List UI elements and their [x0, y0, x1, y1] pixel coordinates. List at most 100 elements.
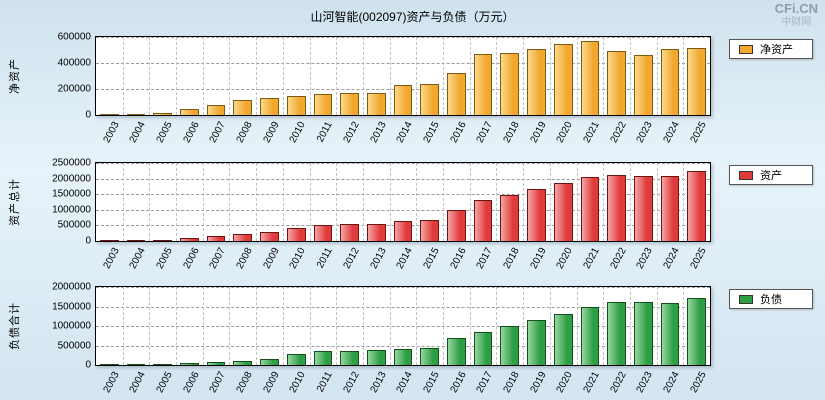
x-tick-label: 2017 — [474, 370, 495, 395]
x-tick-label: 2013 — [368, 370, 389, 395]
x-tick-label: 2005 — [154, 246, 175, 271]
x-tick-label: 2015 — [421, 246, 442, 271]
bar-2008 — [233, 361, 253, 365]
y-axis-ticks: 0 500000 1000000 1500000 2000000 2500000 — [0, 158, 91, 247]
bar-2025 — [687, 298, 706, 365]
x-tick-label: 2019 — [528, 370, 549, 395]
bar-2021 — [580, 176, 600, 241]
bar-2008 — [233, 234, 253, 241]
x-tick-label: 2005 — [154, 370, 175, 395]
bar-2011 — [313, 224, 333, 241]
x-tick-label: 2021 — [581, 246, 602, 271]
v-gridline — [202, 163, 204, 241]
x-tick-label: 2022 — [608, 246, 629, 271]
x-tick-label: 2016 — [448, 120, 469, 145]
x-tick-label: 2024 — [661, 120, 682, 145]
v-gridline — [176, 287, 178, 365]
x-tick-label: 2023 — [635, 370, 656, 395]
x-tick-label: 2004 — [127, 120, 148, 145]
x-tick-label: 2011 — [315, 370, 335, 395]
v-gridline — [362, 163, 364, 241]
x-tick-label: 2010 — [287, 246, 309, 271]
y-tick-label: 1500000 — [52, 188, 91, 200]
x-tick-label: 2017 — [474, 246, 495, 271]
bar-2024 — [660, 49, 680, 115]
bar-2019 — [527, 320, 546, 365]
legend-liabilities: 负债 — [729, 289, 813, 309]
x-tick-label: 2020 — [554, 370, 576, 395]
x-axis-ticks: 2003 2004 2005 2006 2007 2008 2009 2010 2011 2012… — [95, 117, 711, 148]
x-tick-label: 2008 — [234, 120, 255, 145]
h-gridline — [96, 287, 710, 288]
bar-2008 — [233, 100, 253, 115]
x-tick-label: 2004 — [127, 370, 148, 395]
v-gridline — [256, 287, 258, 365]
v-gridline — [496, 37, 498, 115]
plot-area-liabilities — [95, 286, 711, 366]
bar-2018 — [500, 326, 520, 365]
y-tick-label: 2500000 — [52, 157, 91, 169]
x-tick-label: 2024 — [661, 370, 682, 395]
x-tick-label: 2010 — [287, 370, 309, 395]
bar-2023 — [633, 301, 653, 365]
bar-2014 — [393, 85, 413, 115]
legend-swatch-liabilities — [739, 294, 753, 304]
x-tick-label: 2010 — [287, 120, 309, 145]
bar-2024 — [660, 303, 680, 365]
x-tick-label: 2015 — [421, 120, 442, 145]
v-gridline — [309, 287, 311, 365]
x-tick-label: 2014 — [394, 120, 415, 145]
v-gridline — [629, 163, 631, 241]
bar-2023 — [633, 175, 653, 241]
plot-area-total-assets — [95, 162, 711, 242]
bar-2012 — [340, 350, 359, 365]
bar-2014 — [393, 220, 413, 241]
v-gridline — [656, 287, 658, 365]
x-tick-label: 2006 — [181, 246, 202, 271]
legend-net-assets: 净资产 — [729, 39, 813, 59]
x-tick-label: 2007 — [207, 120, 229, 145]
bar-2015 — [420, 348, 440, 365]
bar-2023 — [633, 54, 653, 115]
bar-2020 — [553, 183, 573, 241]
bar-2022 — [607, 51, 626, 115]
v-gridline — [229, 37, 231, 115]
bar-2013 — [366, 350, 386, 365]
v-gridline — [229, 163, 231, 241]
bar-2011 — [313, 93, 333, 115]
v-gridline — [389, 163, 391, 241]
legend-label-total-assets: 资产 — [760, 170, 782, 182]
x-axis-ticks: 2003 2004 2005 2006 2007 2008 2009 2010 2011 2012… — [95, 367, 711, 398]
h-gridline — [96, 63, 710, 64]
legend-total-assets: 资产 — [729, 165, 813, 185]
bar-2010 — [286, 227, 306, 241]
v-gridline — [576, 287, 578, 365]
bar-2011 — [313, 351, 333, 365]
page-title: 山河智能(002097)资产与负债（万元） — [310, 10, 515, 24]
y-tick-label: 2000000 — [52, 281, 91, 293]
bar-2016 — [447, 209, 466, 241]
x-tick-label: 2025 — [688, 246, 709, 271]
v-gridline — [656, 163, 658, 241]
v-gridline — [229, 287, 231, 365]
x-tick-label: 2019 — [528, 246, 549, 271]
v-gridline — [149, 287, 151, 365]
y-tick-label: 2000000 — [52, 173, 91, 185]
bar-2012 — [340, 224, 359, 241]
x-tick-label: 2003 — [101, 120, 122, 145]
v-gridline — [282, 287, 284, 365]
legend-label-liabilities: 负债 — [760, 294, 782, 306]
bar-2014 — [393, 348, 413, 365]
v-gridline — [256, 163, 258, 241]
h-gridline — [96, 194, 710, 196]
v-gridline — [469, 37, 471, 115]
x-tick-label: 2020 — [554, 246, 576, 271]
watermark: CFi.CN 中财网 — [775, 1, 818, 28]
bar-2022 — [607, 175, 626, 241]
bar-2017 — [473, 332, 493, 365]
x-tick-label: 2009 — [261, 370, 282, 395]
v-gridline — [549, 287, 551, 365]
x-tick-label: 2013 — [368, 120, 389, 145]
h-gridline — [96, 306, 710, 308]
v-gridline — [603, 163, 605, 241]
